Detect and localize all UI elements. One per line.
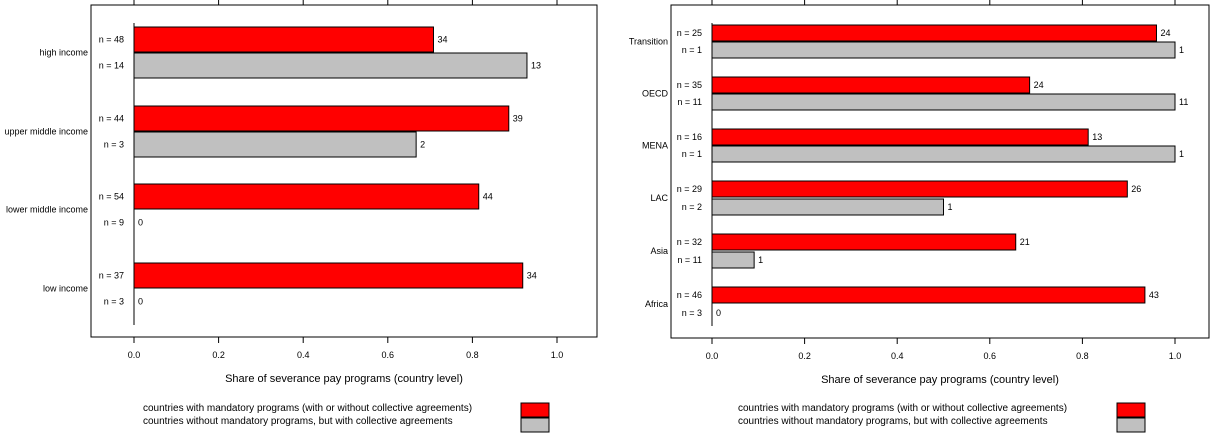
bar [133, 52, 528, 79]
bar [711, 233, 1017, 251]
n-label: n = 14 [99, 61, 124, 71]
bar [133, 131, 417, 158]
bar [711, 251, 755, 269]
bar-value-label: 34 [437, 35, 447, 45]
bar [711, 128, 1089, 146]
category-label: high income [39, 48, 88, 58]
category-label: upper middle income [4, 127, 88, 137]
legend-label: countries without mandatory programs, bu… [143, 416, 453, 427]
n-label: n = 11 [677, 97, 702, 107]
bar-value-label: 2 [420, 140, 425, 150]
x-tick-label: 0.6 [382, 350, 395, 360]
bar-value-label: 34 [527, 271, 537, 281]
legend-swatch [520, 417, 550, 433]
bar-value-label: 21 [1020, 237, 1030, 247]
legend-label: countries without mandatory programs, bu… [738, 416, 1048, 427]
bar-value-label: 0 [138, 297, 143, 307]
bar [711, 145, 1176, 163]
n-label: n = 3 [682, 308, 702, 318]
n-label: n = 3 [104, 297, 124, 307]
category-label: lower middle income [6, 205, 88, 215]
bar [711, 198, 944, 216]
n-label: n = 29 [677, 184, 702, 194]
x-tick-label: 0.8 [466, 350, 479, 360]
bar [133, 262, 524, 289]
x-tick-label: 0.0 [128, 350, 141, 360]
bar [133, 105, 510, 132]
n-label: n = 35 [677, 80, 702, 90]
bar [133, 183, 480, 210]
n-label: n = 2 [682, 202, 702, 212]
x-tick-label: 0.6 [984, 351, 997, 361]
n-label: n = 1 [682, 149, 702, 159]
bar [133, 26, 434, 53]
plot-frame [670, 4, 1210, 339]
x-tick-label: 1.0 [551, 350, 564, 360]
bar-value-label: 1 [1179, 45, 1184, 55]
bar-value-label: 11 [1179, 97, 1188, 107]
bar [711, 180, 1128, 198]
legend-label: countries with mandatory programs (with … [738, 403, 1067, 414]
category-label: Asia [650, 246, 668, 256]
legend-swatch [1116, 402, 1146, 418]
n-label: n = 1 [682, 45, 702, 55]
n-label: n = 54 [99, 192, 124, 202]
bar-value-label: 0 [716, 308, 721, 318]
bar-value-label: 24 [1034, 80, 1044, 90]
x-axis-label: Share of severance pay programs (country… [225, 373, 463, 385]
n-label: n = 37 [99, 271, 124, 281]
bar-value-label: 1 [948, 202, 953, 212]
x-tick-label: 0.2 [798, 351, 811, 361]
legend-swatch [1116, 417, 1146, 433]
bar-value-label: 0 [138, 218, 143, 228]
x-tick-label: 0.0 [706, 351, 719, 361]
bar-value-label: 43 [1149, 290, 1159, 300]
n-label: n = 46 [677, 290, 702, 300]
x-tick-label: 0.8 [1076, 351, 1089, 361]
category-label: OECD [642, 89, 669, 99]
n-label: n = 16 [677, 132, 702, 142]
n-label: n = 3 [104, 140, 124, 150]
n-label: n = 48 [99, 35, 124, 45]
n-label: n = 32 [677, 237, 702, 247]
x-tick-label: 0.4 [297, 350, 310, 360]
legend-swatch [520, 402, 550, 418]
category-label: Transition [629, 37, 668, 47]
n-label: n = 44 [99, 114, 124, 124]
x-tick-label: 0.2 [212, 350, 225, 360]
bar [711, 41, 1176, 59]
bar-value-label: 13 [1092, 132, 1102, 142]
bar-value-label: 26 [1131, 184, 1141, 194]
category-label: MENA [642, 141, 668, 151]
bar-value-label: 39 [513, 114, 523, 124]
plot-frame [90, 4, 598, 338]
n-label: n = 9 [104, 218, 124, 228]
n-label: n = 11 [677, 255, 702, 265]
category-label: LAC [650, 193, 668, 203]
n-label: n = 25 [677, 28, 702, 38]
bar-value-label: 1 [1179, 149, 1184, 159]
bar [711, 286, 1146, 304]
x-tick-label: 1.0 [1169, 351, 1182, 361]
bar-value-label: 24 [1160, 28, 1170, 38]
bar [711, 24, 1157, 42]
x-tick-label: 0.4 [891, 351, 904, 361]
bar-value-label: 44 [483, 192, 493, 202]
bar-value-label: 1 [758, 255, 763, 265]
bar-value-label: 13 [531, 61, 541, 71]
bar [711, 76, 1031, 94]
category-label: low income [43, 284, 88, 294]
legend-label: countries with mandatory programs (with … [143, 403, 472, 414]
bar [711, 93, 1176, 111]
x-axis-label: Share of severance pay programs (country… [821, 374, 1059, 386]
category-label: Africa [645, 299, 668, 309]
